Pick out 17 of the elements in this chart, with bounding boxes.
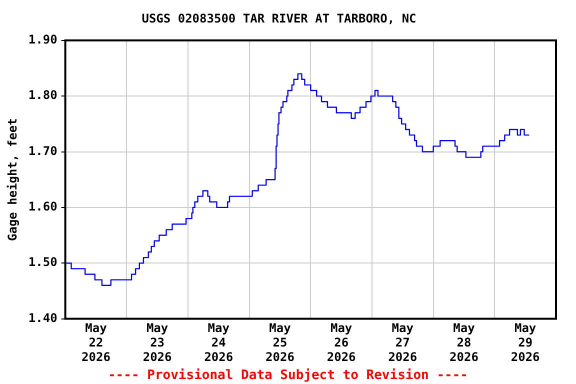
x-tick-label: May 26 2026: [326, 321, 356, 364]
text: ---- Provisional Data Subject to Revision ----: [108, 368, 468, 383]
y-tick-label: 1.80: [28, 88, 58, 102]
y-axis-title: Gage height, feet: [5, 118, 20, 242]
x-tick-label: May 28 2026: [450, 321, 478, 364]
y-tick-label: 1.90: [28, 32, 58, 47]
y-tick-label: 1.40: [28, 310, 58, 325]
x-tick-label: May 22 2026: [82, 321, 110, 364]
chart-title: USGS 02083500 TAR RIVER AT TARBORO, NC: [142, 11, 416, 26]
y-tick-label: 1.60: [28, 200, 58, 214]
x-tick-label: May 29 2026: [510, 321, 540, 364]
x-tick-label: May 27 2026: [388, 321, 418, 364]
x-tick-label: May 23 2026: [142, 321, 172, 364]
y-tick-label: 1.50: [28, 255, 58, 270]
y-tick-label: 1.70: [28, 144, 58, 158]
x-tick-label: May 25 2026: [266, 321, 294, 364]
x-tick-label: May 24 2026: [204, 321, 234, 364]
